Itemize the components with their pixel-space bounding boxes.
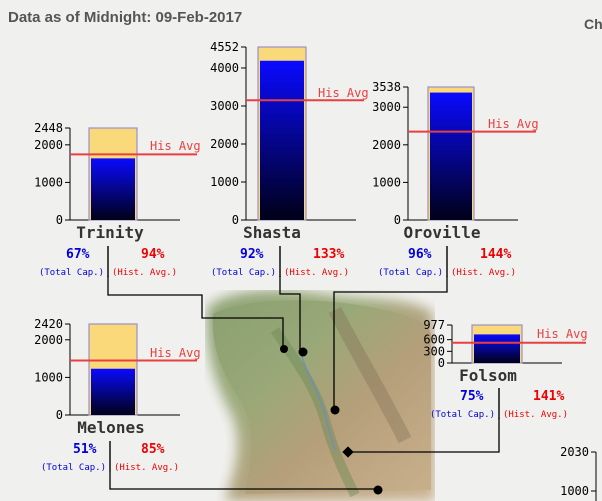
tick-label: 0 bbox=[56, 213, 63, 227]
reservoir-name: Trinity bbox=[76, 223, 144, 242]
connector-line bbox=[279, 276, 301, 352]
tick-label: 2000 bbox=[210, 137, 239, 151]
connector-lines bbox=[107, 276, 500, 495]
pct-hist-avg-caption: (Hist. Avg.) bbox=[112, 268, 177, 278]
pct-hist-avg: 94% bbox=[141, 247, 165, 262]
tick-label: 4000 bbox=[210, 61, 239, 75]
reservoir-location-marker bbox=[280, 345, 288, 353]
storage-bar bbox=[260, 60, 304, 221]
storage-bar bbox=[430, 92, 472, 220]
pct-total-capacity-caption: (Total Cap.) bbox=[430, 410, 495, 420]
tick-label: 2448 bbox=[34, 121, 63, 135]
tick-label: 2000 bbox=[34, 138, 63, 152]
pct-total-capacity-caption: (Total Cap.) bbox=[211, 268, 276, 278]
hist-avg-label: His Avg bbox=[150, 139, 201, 153]
tick-label: 300 bbox=[423, 344, 445, 358]
pct-hist-avg-caption: (Hist. Avg.) bbox=[114, 463, 179, 473]
pct-total-capacity: 75% bbox=[460, 389, 484, 404]
reservoir-name: Shasta bbox=[243, 223, 301, 242]
tick-label: 2000 bbox=[372, 138, 401, 152]
hist-avg-label: His Avg bbox=[537, 327, 588, 341]
reservoir-chart-melones: 2420 2000 1000 0 His Avg Melones 51% 85% (Total … bbox=[34, 317, 200, 473]
hist-avg-label: His Avg bbox=[488, 117, 539, 131]
reservoir-chart-oroville: 3538 3000 2000 1000 0 His Avg Oroville 96% 144% (… bbox=[372, 80, 538, 278]
storage-bar bbox=[91, 158, 135, 220]
reservoir-location-marker bbox=[298, 347, 308, 357]
connector-line bbox=[107, 276, 284, 349]
tick-label: 1000 bbox=[560, 484, 589, 498]
tick-label: 1000 bbox=[210, 175, 239, 189]
pct-total-capacity-caption: (Total Cap.) bbox=[41, 463, 106, 473]
connector-line bbox=[109, 472, 378, 490]
pct-total-capacity: 51% bbox=[73, 442, 97, 457]
tick-label: 0 bbox=[232, 213, 239, 227]
tick-label: 3538 bbox=[372, 80, 401, 94]
reservoir-name: Melones bbox=[77, 418, 144, 437]
reservoir-name: Oroville bbox=[403, 223, 480, 242]
tick-label: 2000 bbox=[34, 333, 63, 347]
connector-line bbox=[348, 418, 500, 453]
reservoir-chart-trinity: 2448 2000 1000 0 His Avg Trinity 67% 94% (Total … bbox=[34, 121, 200, 278]
pct-hist-avg: 85% bbox=[141, 442, 165, 457]
tick-label: 1000 bbox=[34, 175, 63, 189]
tick-label: 3000 bbox=[210, 99, 239, 113]
pct-total-capacity-caption: (Total Cap.) bbox=[39, 268, 104, 278]
tick-label: 600 bbox=[423, 333, 445, 347]
pct-hist-avg-caption: (Hist. Avg.) bbox=[503, 410, 568, 420]
storage-bar bbox=[91, 368, 135, 415]
tick-label: 977 bbox=[423, 318, 445, 332]
tick-label: 0 bbox=[438, 356, 445, 370]
tick-label: 0 bbox=[56, 408, 63, 422]
pct-total-capacity-caption: (Total Cap.) bbox=[378, 268, 443, 278]
tick-label: 0 bbox=[394, 213, 401, 227]
reservoir-name: Folsom bbox=[459, 366, 517, 385]
california-map bbox=[205, 290, 435, 501]
pct-hist-avg: 144% bbox=[480, 247, 511, 262]
pct-hist-avg-caption: (Hist. Avg.) bbox=[451, 268, 516, 278]
storage-bar bbox=[474, 334, 520, 363]
connector-line bbox=[333, 276, 448, 409]
partial-chart: 2030 1000 bbox=[560, 445, 597, 501]
tick-label: 1000 bbox=[372, 175, 401, 189]
pct-total-capacity: 92% bbox=[240, 247, 264, 262]
hist-avg-label: His Avg bbox=[318, 86, 369, 100]
pct-total-capacity: 96% bbox=[408, 247, 432, 262]
pct-hist-avg: 133% bbox=[313, 247, 344, 262]
tick-label: 2030 bbox=[560, 445, 589, 459]
reservoir-location-marker bbox=[373, 485, 383, 495]
partial-right-label: Ch bbox=[584, 16, 602, 32]
pct-hist-avg: 141% bbox=[533, 389, 564, 404]
tick-label: 1000 bbox=[34, 370, 63, 384]
reservoir-location-marker bbox=[330, 405, 340, 415]
tick-label: 3000 bbox=[372, 100, 401, 114]
pct-total-capacity: 67% bbox=[66, 247, 90, 262]
tick-label: 2420 bbox=[34, 317, 63, 331]
pct-hist-avg-caption: (Hist. Avg.) bbox=[284, 268, 349, 278]
page-title: Data as of Midnight: 09-Feb-2017 bbox=[8, 9, 243, 26]
reservoir-location-marker bbox=[342, 446, 354, 458]
tick-label: 4552 bbox=[210, 40, 239, 54]
reservoir-chart-shasta: 4552 4000 3000 2000 1000 0 His Avg Shasta 92% 133… bbox=[210, 40, 368, 278]
hist-avg-label: His Avg bbox=[150, 346, 201, 360]
